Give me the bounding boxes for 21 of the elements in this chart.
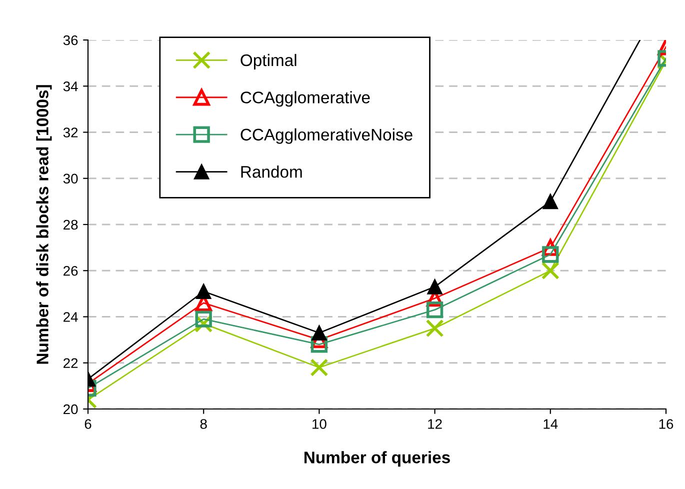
x-tick-label: 8 — [200, 419, 207, 429]
y-tick-label: 28 — [64, 220, 78, 230]
x-tick-label: 16 — [659, 419, 674, 429]
x-tick-label: 10 — [312, 419, 326, 429]
legend-label: CCAgglomerative — [240, 91, 370, 107]
y-tick-label: 32 — [63, 128, 78, 138]
y-tick-label: 36 — [63, 35, 78, 46]
legend-label: CCAgglomerativeNoise — [240, 128, 412, 144]
y-tick-label: 20 — [64, 404, 78, 414]
x-tick-label: 12 — [428, 419, 442, 429]
x-axis-title: Number of queries — [304, 451, 450, 467]
y-tick-label: 26 — [64, 266, 78, 276]
y-tick-label: 34 — [63, 81, 78, 92]
x-tick-label: 14 — [544, 419, 558, 429]
y-axis-title: Number of disk blocks read [1000s] — [36, 85, 52, 364]
y-tick-label: 24 — [64, 312, 78, 322]
x-tick-label: 6 — [84, 419, 92, 429]
y-tick-label: 22 — [64, 358, 78, 368]
y-tick-label: 30 — [63, 174, 78, 184]
legend-label: Random — [241, 166, 302, 178]
legend-label: Optimal — [240, 54, 296, 70]
